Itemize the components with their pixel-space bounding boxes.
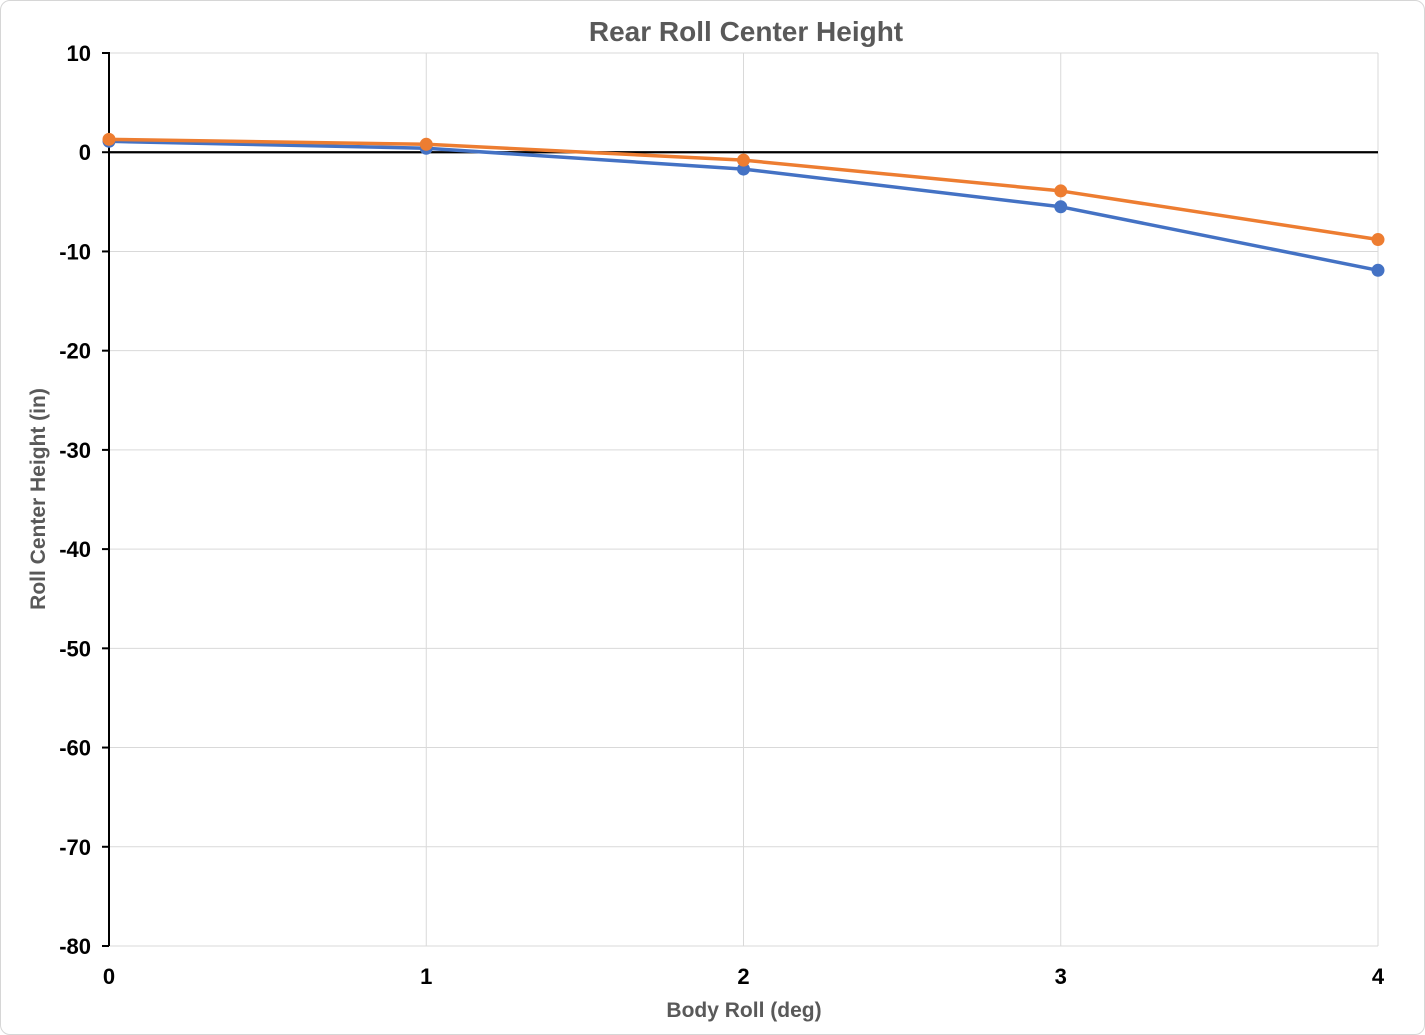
y-tick-label: -60 — [59, 736, 91, 761]
blue-series-marker — [1054, 200, 1068, 214]
chart-title: Rear Roll Center Height — [588, 16, 904, 47]
x-tick-label: 1 — [420, 964, 432, 989]
y-tick-label: -70 — [59, 835, 91, 860]
y-tick-label: -50 — [59, 636, 91, 661]
x-axis-title: Body Roll (deg) — [666, 999, 822, 1022]
blue-series-marker — [1371, 263, 1385, 277]
orange-series-marker — [419, 137, 433, 151]
y-tick-label: -20 — [59, 339, 91, 364]
x-tick-label: 4 — [1372, 964, 1385, 989]
orange-series-marker — [737, 153, 750, 167]
orange-series-marker — [1054, 184, 1068, 198]
y-tick-label: -80 — [59, 934, 91, 959]
x-tick-label: 3 — [1055, 964, 1067, 989]
y-tick-label: -10 — [59, 239, 91, 264]
orange-series-marker — [1371, 233, 1385, 247]
y-tick-label: -30 — [59, 438, 91, 463]
y-tick-label: 0 — [79, 140, 91, 165]
blue-series-marker — [737, 162, 750, 176]
y-axis-title: Roll Center Height (in) — [27, 388, 50, 610]
x-tick-label: 0 — [103, 964, 115, 989]
y-tick-label: 10 — [67, 41, 91, 66]
y-tick-label: -40 — [59, 537, 91, 562]
orange-series-marker — [102, 132, 116, 146]
x-tick-label: 2 — [737, 964, 749, 989]
